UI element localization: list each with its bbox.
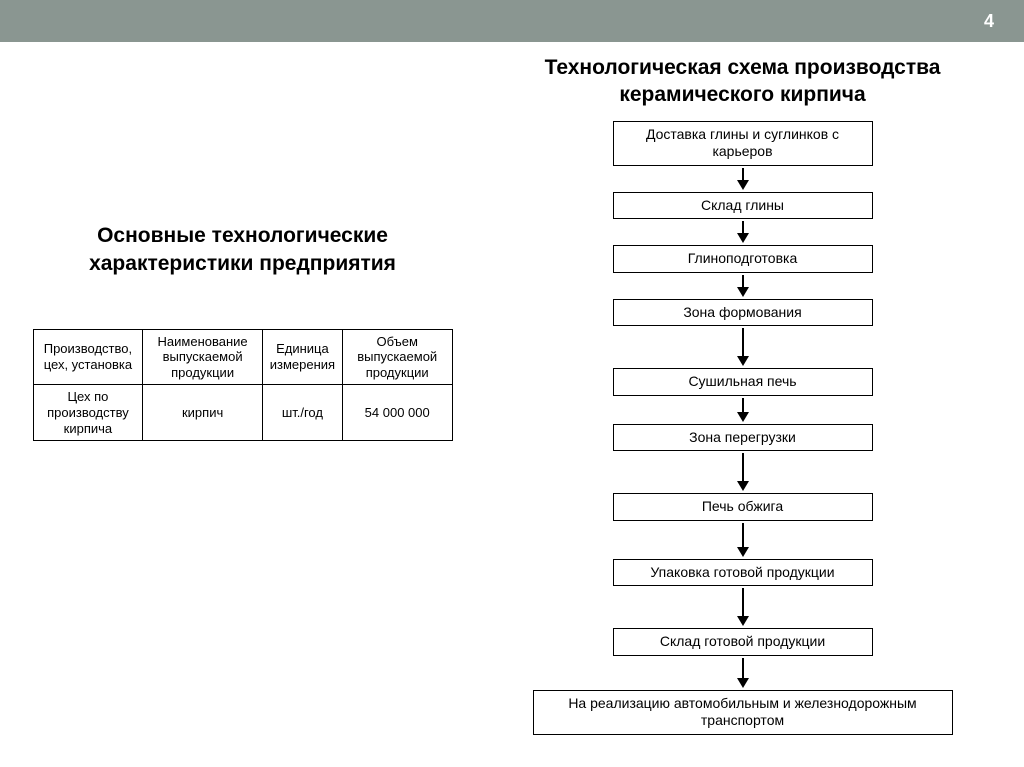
flow-node: На реализацию автомобильным и железнодор…	[533, 690, 953, 735]
table-cell: Цех по производству кирпича	[33, 385, 143, 441]
flow-arrow	[737, 328, 749, 366]
flow-arrow	[737, 398, 749, 422]
characteristics-table: Производство, цех, установкаНаименование…	[33, 329, 453, 442]
table-header-cell: Объем выпускаемой продукции	[342, 329, 452, 385]
right-column: Технологическая схема производства керам…	[471, 42, 1024, 767]
flow-node: Склад готовой продукции	[613, 628, 873, 656]
table-cell: кирпич	[143, 385, 263, 441]
right-title: Технологическая схема производства керам…	[481, 54, 1004, 109]
flow-node: Доставка глины и суглинков с карьеров	[613, 121, 873, 166]
flow-arrow	[737, 453, 749, 491]
table-cell: шт./год	[262, 385, 342, 441]
flow-arrow	[737, 523, 749, 557]
flow-node: Склад глины	[613, 192, 873, 220]
left-column: Основные технологические характеристики …	[0, 42, 471, 767]
table-header-cell: Единица измерения	[262, 329, 342, 385]
flow-node: Зона перегрузки	[613, 424, 873, 452]
left-title: Основные технологические характеристики …	[24, 222, 461, 279]
flow-node: Зона формования	[613, 299, 873, 327]
flow-arrow	[737, 588, 749, 626]
flow-arrow	[737, 658, 749, 688]
table-header-cell: Наименование выпускаемой продукции	[143, 329, 263, 385]
table-cell: 54 000 000	[342, 385, 452, 441]
content: Основные технологические характеристики …	[0, 42, 1024, 767]
flow-node: Печь обжига	[613, 493, 873, 521]
flow-arrow	[737, 168, 749, 190]
flow-node: Упаковка готовой продукции	[613, 559, 873, 587]
table-header-cell: Производство, цех, установка	[33, 329, 143, 385]
header-bar: 4	[0, 0, 1024, 42]
page-number: 4	[984, 11, 994, 32]
flow-node: Глиноподготовка	[613, 245, 873, 273]
table-row: Цех по производству кирпичакирпичшт./год…	[33, 385, 452, 441]
flow-arrow	[737, 275, 749, 297]
flowchart: Доставка глины и суглинков с карьеров Скл…	[481, 121, 1004, 735]
flow-arrow	[737, 221, 749, 243]
flow-node: Сушильная печь	[613, 368, 873, 396]
